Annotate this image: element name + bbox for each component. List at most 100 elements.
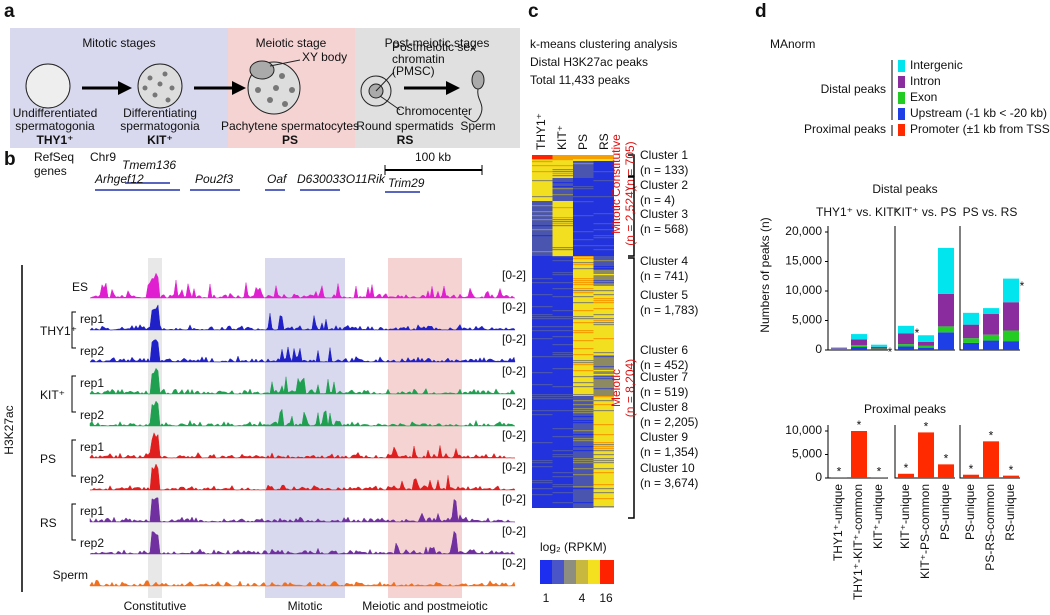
heatmap-row	[573, 282, 594, 284]
heatmap-block	[532, 201, 553, 256]
bracket	[628, 176, 635, 257]
heatmap-row	[573, 440, 594, 442]
bracket	[628, 154, 635, 177]
heatmap-row	[552, 256, 573, 258]
heatmap-row	[593, 274, 614, 276]
heatmap-row	[552, 169, 573, 171]
bar-segment	[831, 347, 847, 349]
bar-segment	[918, 345, 934, 348]
heatmap-row	[532, 370, 553, 372]
y-tick-label: 0	[815, 342, 822, 356]
range-label: [0-2]	[502, 524, 526, 538]
heatmap-row	[552, 426, 573, 428]
heatmap-row	[552, 188, 573, 190]
cell-name: Undifferentiated	[13, 106, 98, 120]
heatmap-row	[532, 400, 553, 402]
heatmap-row	[552, 470, 573, 472]
bar-segment	[851, 334, 867, 340]
colorbar-tick: 16	[599, 591, 613, 605]
region-label: Meiotic and postmeiotic	[362, 599, 487, 613]
heatmap-row	[573, 462, 594, 464]
bar-segment	[938, 247, 954, 294]
heatmap-row	[593, 235, 614, 237]
heatmap-row	[532, 338, 553, 340]
heatmap-row	[532, 196, 553, 198]
heatmap-row	[573, 221, 594, 223]
heatmap-row	[593, 184, 614, 186]
y-tick-label: 15,000	[785, 254, 822, 268]
axis-label: Numbers of peaks (n)	[758, 217, 772, 332]
heatmap-row	[532, 342, 553, 344]
colorbar	[540, 560, 552, 584]
cell-abbr: RS	[397, 133, 414, 147]
cell-abbr: PS	[282, 133, 298, 147]
heatmap-row	[552, 217, 573, 219]
bar-segment	[831, 349, 847, 350]
heatmap-row	[532, 312, 553, 314]
heatmap-row	[573, 446, 594, 448]
heatmap-row	[573, 316, 594, 318]
group-label: Constitutive	[609, 134, 623, 197]
bracket	[71, 311, 76, 349]
title: k-means clustering analysis	[530, 37, 677, 51]
xy-body	[249, 60, 275, 80]
heatmap-row	[593, 182, 614, 184]
heatmap-row	[552, 408, 573, 410]
colorbar-tick: 4	[579, 591, 586, 605]
heatmap-row	[573, 245, 594, 247]
heatmap-row	[532, 494, 553, 496]
heatmap-block	[573, 161, 594, 178]
legend-swatch	[898, 60, 905, 72]
stage-header: Meiotic stage	[256, 36, 327, 50]
heatmap-row	[593, 237, 614, 239]
heatmap-row	[573, 310, 594, 312]
heatmap-block	[573, 201, 594, 256]
heatmap-row	[593, 498, 614, 500]
heatmap-row	[552, 356, 573, 358]
cluster-count: (n = 519)	[640, 385, 688, 399]
heatmap-row	[552, 472, 573, 474]
pointer	[375, 71, 395, 92]
heatmap-row	[532, 464, 553, 466]
heatmap-block	[552, 396, 573, 508]
cell-name: Pachytene spermatocytes	[221, 119, 359, 133]
heatmap-row	[573, 404, 594, 406]
genes	[95, 182, 420, 193]
heatmap-row	[593, 217, 614, 219]
cluster-name: Cluster 4	[640, 254, 688, 268]
heatmap-row	[532, 225, 553, 227]
heatmap-block	[593, 159, 614, 161]
heatmap-row	[552, 249, 573, 251]
heatmap-row	[532, 235, 553, 237]
heatmap-row	[552, 173, 573, 175]
heatmap-row	[573, 288, 594, 290]
heatmap-row	[573, 416, 594, 418]
x-tick-label: PS-unique	[938, 484, 952, 540]
heatmap-row	[573, 450, 594, 452]
heatmap-row	[593, 492, 614, 494]
colorbar	[552, 560, 564, 584]
label: genes	[34, 164, 67, 178]
heatmap-row	[552, 394, 573, 396]
heatmap-row	[593, 462, 614, 464]
y-tick-label: 0	[815, 470, 822, 484]
heatmap-row	[552, 280, 573, 282]
heatmap-row	[593, 434, 614, 436]
cluster-count: (n = 568)	[640, 222, 688, 236]
heatmap-row	[593, 225, 614, 227]
label: b	[4, 149, 16, 170]
y-tick-label: 5,000	[792, 447, 822, 461]
heatmap-row	[593, 356, 614, 358]
heatmap-row	[573, 322, 594, 324]
heatmap-row	[593, 450, 614, 452]
stage-header: Mitotic stages	[82, 36, 155, 50]
cluster-count: (n = 1,354)	[640, 445, 698, 459]
heatmap-row	[573, 354, 594, 356]
heatmap-row	[593, 468, 614, 470]
heatmap-row	[532, 480, 553, 482]
bar-segment	[963, 312, 979, 325]
heatmap-row	[593, 213, 614, 215]
shade	[388, 258, 462, 598]
cell	[25, 63, 71, 109]
track-group: RS	[40, 516, 57, 530]
